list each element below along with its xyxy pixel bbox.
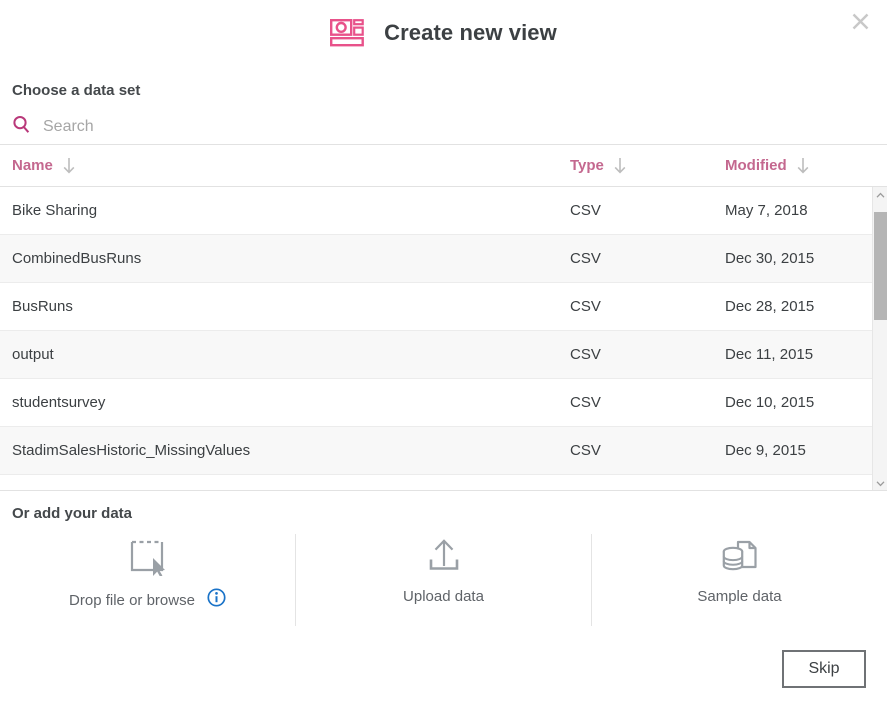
cell-name: studentsurvey bbox=[12, 394, 106, 411]
search-row[interactable] bbox=[0, 109, 887, 145]
upload-data-label: Upload data bbox=[403, 588, 484, 605]
cell-modified: Dec 10, 2015 bbox=[725, 394, 815, 411]
scrollbar-thumb[interactable] bbox=[873, 212, 887, 320]
search-icon bbox=[12, 115, 31, 139]
table-row[interactable]: output CSV Dec 11, 2015 bbox=[0, 331, 872, 379]
drop-file-label: Drop file or browse bbox=[69, 591, 195, 609]
cell-name: output bbox=[12, 346, 54, 363]
cell-name: CombinedBusRuns bbox=[12, 250, 142, 267]
arrow-down-icon bbox=[613, 157, 627, 175]
drop-file-label-row: Drop file or browse bbox=[69, 588, 226, 612]
upload-icon bbox=[423, 534, 465, 580]
table-row[interactable]: Bike Sharing CSV May 7, 2018 bbox=[0, 187, 872, 235]
skip-button[interactable]: Skip bbox=[782, 649, 866, 688]
column-header-modified[interactable]: Modified bbox=[725, 157, 887, 175]
sample-data-label-row: Sample data bbox=[697, 588, 781, 605]
add-data-section: Or add your data Drop file or browse bbox=[0, 491, 887, 626]
sample-data-label: Sample data bbox=[697, 588, 782, 605]
choose-dataset-title: Choose a data set bbox=[12, 82, 141, 99]
scrollbar-track[interactable] bbox=[873, 202, 887, 475]
cell-modified: Dec 28, 2015 bbox=[725, 298, 815, 315]
column-header-type[interactable]: Type bbox=[570, 157, 725, 175]
cell-type: CSV bbox=[570, 250, 601, 267]
dialog-title: Create new view bbox=[384, 20, 557, 45]
info-icon[interactable] bbox=[207, 588, 226, 612]
scroll-up-button[interactable] bbox=[872, 187, 887, 204]
cell-type: CSV bbox=[570, 442, 601, 459]
drop-file-icon bbox=[126, 534, 170, 580]
cell-modified: Dec 30, 2015 bbox=[725, 250, 815, 267]
column-header-name[interactable]: Name bbox=[12, 157, 570, 175]
cell-name: StadimSalesHistoric_MissingValues bbox=[12, 442, 251, 459]
cell-name: BusRuns bbox=[12, 298, 73, 315]
cell-modified: Dec 9, 2015 bbox=[725, 442, 806, 459]
cell-modified: May 7, 2018 bbox=[725, 202, 808, 219]
close-icon bbox=[851, 12, 870, 31]
database-document-icon bbox=[718, 534, 762, 580]
chevron-down-icon bbox=[876, 474, 885, 491]
dataset-table-body: Bike Sharing CSV May 7, 2018 CombinedBus… bbox=[0, 187, 887, 491]
column-header-modified-label: Modified bbox=[725, 157, 787, 174]
arrow-down-icon bbox=[796, 157, 810, 175]
cell-type: CSV bbox=[570, 346, 601, 363]
cell-modified: Dec 11, 2015 bbox=[725, 346, 814, 363]
column-header-name-label: Name bbox=[12, 157, 53, 174]
arrow-down-icon bbox=[62, 157, 76, 175]
dataset-table-header: Name Type Modified bbox=[0, 145, 887, 187]
table-scrollbar[interactable] bbox=[872, 187, 887, 490]
upload-data-option[interactable]: Upload data bbox=[295, 534, 591, 626]
scroll-down-button[interactable] bbox=[872, 474, 887, 491]
dialog-header-inner: Create new view bbox=[330, 19, 557, 47]
table-row[interactable]: BusRuns CSV Dec 28, 2015 bbox=[0, 283, 872, 331]
add-data-options: Drop file or browse bbox=[0, 534, 887, 626]
dataset-rows: Bike Sharing CSV May 7, 2018 CombinedBus… bbox=[0, 187, 872, 475]
column-header-type-label: Type bbox=[570, 157, 604, 174]
sample-data-option[interactable]: Sample data bbox=[591, 534, 887, 626]
add-data-title: Or add your data bbox=[12, 505, 133, 522]
upload-data-label-row: Upload data bbox=[403, 588, 484, 605]
cell-type: CSV bbox=[570, 202, 601, 219]
search-input[interactable] bbox=[43, 117, 877, 136]
cell-type: CSV bbox=[570, 298, 601, 315]
dialog-footer: Skip bbox=[0, 626, 887, 711]
table-row[interactable]: StadimSalesHistoric_MissingValues CSV De… bbox=[0, 427, 872, 475]
dialog-header: Create new view bbox=[0, 0, 887, 66]
drop-file-option[interactable]: Drop file or browse bbox=[0, 534, 295, 626]
close-button[interactable] bbox=[845, 6, 875, 36]
table-row[interactable]: studentsurvey CSV Dec 10, 2015 bbox=[0, 379, 872, 427]
chevron-up-icon bbox=[876, 187, 885, 204]
create-view-icon bbox=[330, 19, 365, 47]
table-row[interactable]: CombinedBusRuns CSV Dec 30, 2015 bbox=[0, 235, 872, 283]
cell-name: Bike Sharing bbox=[12, 202, 98, 219]
cell-type: CSV bbox=[570, 394, 601, 411]
